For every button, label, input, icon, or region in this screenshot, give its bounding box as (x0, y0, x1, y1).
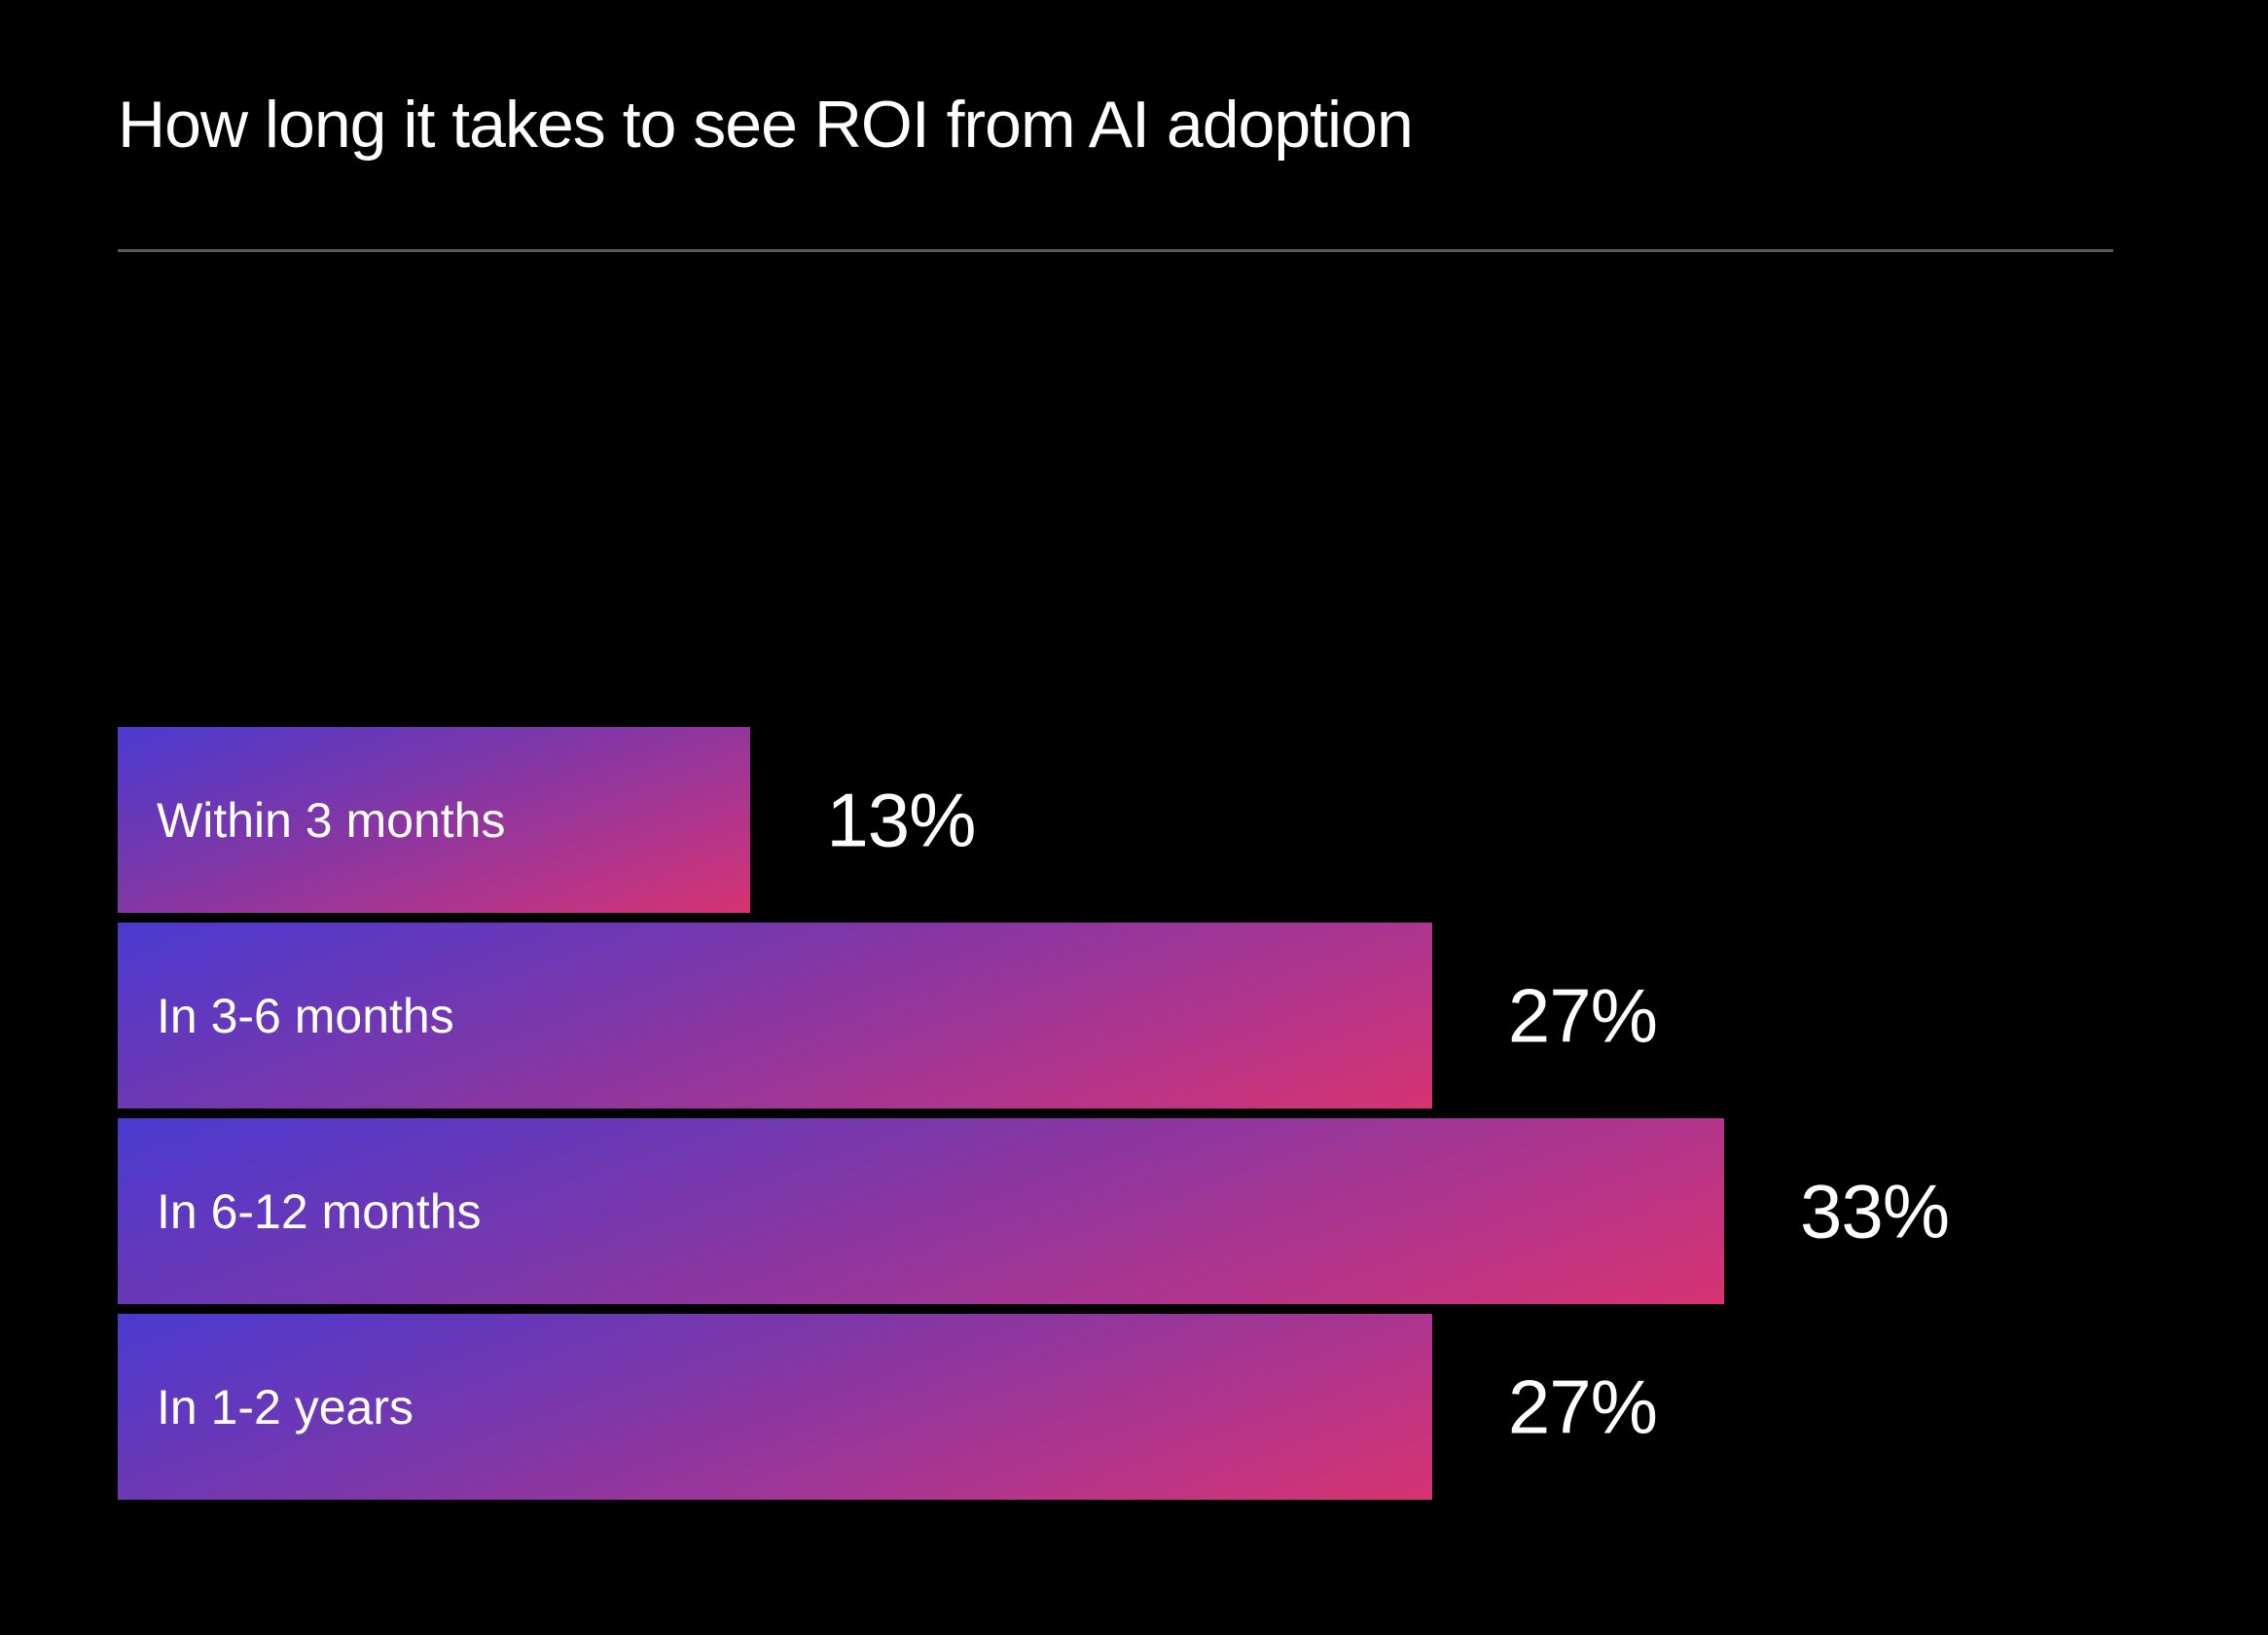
bar-label: In 6-12 months (157, 1183, 482, 1239)
bar-label: Within 3 months (157, 792, 506, 848)
bar: In 1-2 years (118, 1314, 1432, 1500)
bar: Within 3 months (118, 727, 751, 913)
bar-label: In 1-2 years (157, 1379, 414, 1435)
data-label: 27% (1507, 1363, 1658, 1449)
bar-label: In 3-6 months (157, 988, 454, 1043)
data-label: 27% (1507, 972, 1658, 1058)
chart-title: How long it takes to see ROI from AI ado… (118, 88, 1414, 162)
bar: In 6-12 months (118, 1118, 1724, 1304)
title-divider (118, 249, 2113, 252)
bar: In 3-6 months (118, 923, 1432, 1108)
data-label: 33% (1800, 1168, 1950, 1254)
data-label: 13% (826, 777, 976, 862)
